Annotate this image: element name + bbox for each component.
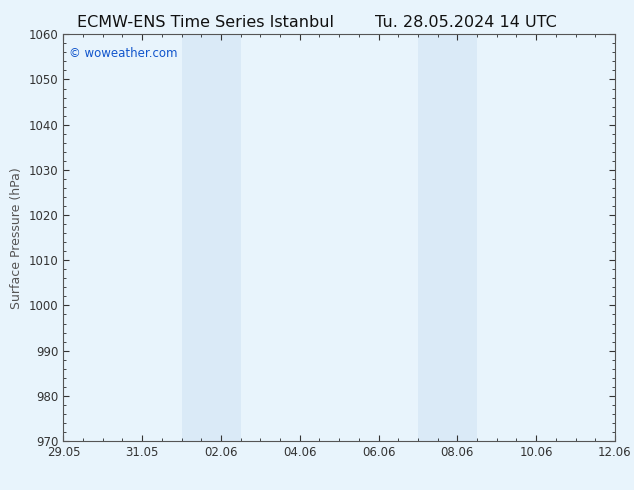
Bar	[181, 34, 241, 441]
Bar	[418, 34, 477, 441]
Text: ECMW-ENS Time Series Istanbul        Tu. 28.05.2024 14 UTC: ECMW-ENS Time Series Istanbul Tu. 28.05.…	[77, 15, 557, 30]
Y-axis label: Surface Pressure (hPa): Surface Pressure (hPa)	[10, 167, 23, 309]
Text: © woweather.com: © woweather.com	[69, 47, 178, 59]
